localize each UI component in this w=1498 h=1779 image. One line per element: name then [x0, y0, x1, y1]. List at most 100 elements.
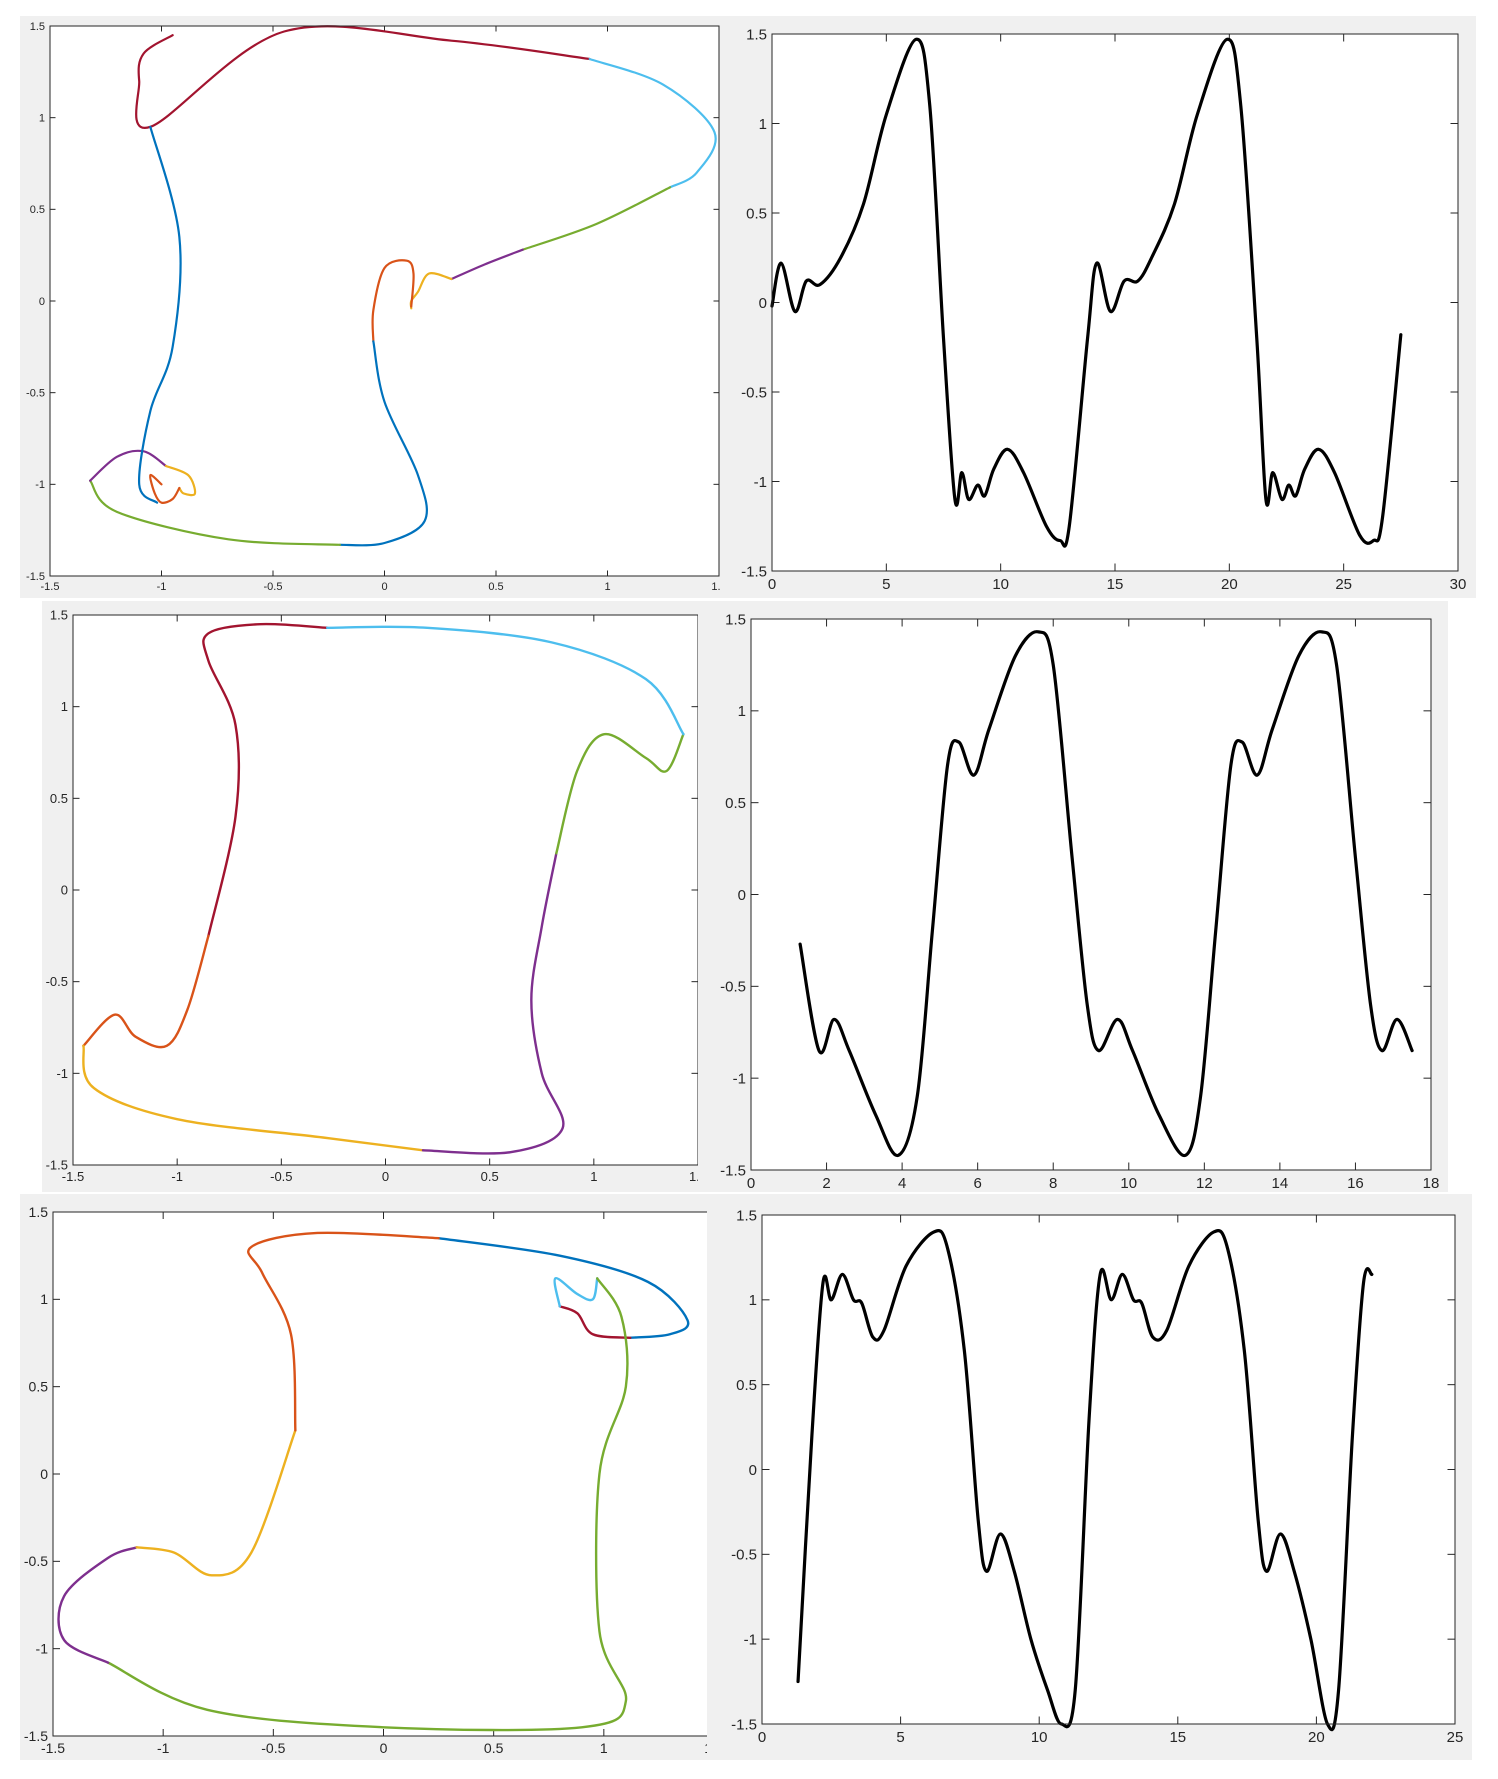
x-tick-label: -0.5: [261, 1740, 285, 1756]
series-line-1: [796, 1229, 1374, 1732]
y-tick-label: -1: [35, 479, 45, 491]
y-tick-label: 0.5: [746, 205, 767, 222]
axes-box: [771, 33, 1459, 572]
timeseries-plot-3: 0 5 10 15 20 25 -1.5 -1 -0.5 0 0.5 1 1.5: [731, 1207, 1464, 1746]
series-line-4: [106, 1277, 629, 1732]
y-tick-label: -1: [56, 1066, 68, 1081]
axes-box: [750, 618, 1432, 1171]
x-tick-label: -1.5: [41, 1740, 65, 1756]
series-line-8: [89, 479, 341, 546]
y-tick-label: -1.5: [720, 1162, 746, 1179]
y-tick-label: -1: [744, 1631, 757, 1648]
series-line-4: [450, 248, 524, 281]
x-tick-label: 15: [1107, 576, 1124, 593]
y-tick-label: 1: [40, 1291, 48, 1307]
y-tick-label: 0.5: [50, 791, 68, 806]
x-tick-label: 6: [973, 1175, 981, 1192]
phase-plot-1-panel: -1.5-1-0.500.511.5-1.5-1-0.500.511.5: [20, 16, 725, 598]
x-tick-label: 20: [1308, 1729, 1325, 1746]
y-tick-label: -1: [36, 1641, 49, 1657]
x-tick-label: 4: [898, 1175, 906, 1192]
y-tick-label: 0.5: [30, 204, 45, 216]
x-tick-label: 10: [992, 576, 1009, 593]
x-tick-label: -0.5: [270, 1169, 292, 1184]
timeseries-plot-2: 0 2 4 6 8 10 12 14 16 18 -1.5 -1 -0.5 0 0.5 1 1.5: [720, 611, 1440, 1192]
x-tick-label: 25: [1335, 576, 1352, 593]
series-line-11: [149, 473, 181, 504]
series-line-5: [555, 732, 685, 855]
series-line-1: [770, 37, 1403, 548]
y-tick-label: -0.5: [731, 1547, 757, 1564]
x-tick-label: 0.5: [488, 581, 503, 593]
x-tick-label: 0: [382, 1169, 389, 1184]
y-tick-label: 1.5: [50, 608, 68, 623]
series-line-5: [57, 1546, 138, 1664]
y-tick-label: -0.5: [46, 974, 68, 989]
x-tick-label: 1: [590, 1169, 597, 1184]
y-tick-label: 1.5: [736, 1207, 757, 1224]
series-line-6: [135, 1429, 297, 1577]
phase-plot-3: -1.5-1-0.500.511.5-1.5-1-0.500.511.5: [24, 1204, 721, 1756]
y-tick-label: 1.5: [29, 1204, 49, 1220]
y-tick-label: 0.5: [725, 795, 746, 812]
series-line-7: [338, 340, 428, 547]
x-tick-label: -1: [171, 1169, 183, 1184]
timeseries-plot-1: 0 5 10 15 20 25 30 -1.5 -1 -0.5 0 0.5 1 1.5: [741, 26, 1467, 593]
plot-area: [73, 615, 698, 1165]
y-tick-label: 0: [749, 1462, 757, 1479]
axes-box: [761, 1214, 1456, 1725]
x-tick-label: -1.5: [62, 1169, 84, 1184]
x-tick-label: 25: [1447, 1729, 1464, 1746]
y-tick-label: -0.5: [26, 388, 45, 400]
y-tick-label: -1.5: [24, 1728, 48, 1744]
series-line-6: [325, 625, 685, 736]
y-tick-label: 1: [61, 699, 68, 714]
series-line-3: [553, 1277, 599, 1308]
timeseries-plot-3-panel: 0 5 10 15 20 25 -1.5 -1 -0.5 0 0.5 1 1.5: [707, 1194, 1472, 1760]
y-tick-label: -1.5: [741, 563, 767, 580]
y-tick-label: 1: [738, 703, 746, 720]
y-tick-label: -1.5: [26, 571, 45, 583]
y-tick-label: -0.5: [24, 1553, 48, 1569]
y-tick-label: -0.5: [741, 384, 767, 401]
x-tick-label: -1: [157, 581, 167, 593]
x-tick-label: 30: [1450, 576, 1467, 593]
series-line-2: [558, 1305, 632, 1339]
series-line-1: [202, 622, 329, 938]
y-tick-label: -1: [754, 474, 767, 491]
series-line-9: [89, 449, 168, 482]
x-tick-label: -0.5: [264, 581, 283, 593]
y-tick-label: 0.5: [29, 1379, 49, 1395]
y-tick-label: 0: [39, 296, 45, 308]
x-tick-label: 10: [1031, 1729, 1048, 1746]
x-tick-label: 5: [882, 576, 890, 593]
x-tick-label: 18: [1423, 1175, 1440, 1192]
y-tick-label: 0.5: [736, 1377, 757, 1394]
timeseries-plot-1-panel: 0 5 10 15 20 25 30 -1.5 -1 -0.5 0 0.5 1 1.5: [720, 16, 1476, 598]
x-tick-label: 8: [1049, 1175, 1057, 1192]
series-line-2: [82, 934, 210, 1049]
series-line-10: [164, 464, 197, 497]
x-tick-label: 0: [758, 1729, 766, 1746]
series-line-3: [82, 1044, 425, 1152]
y-tick-label: -0.5: [720, 979, 746, 996]
y-tick-label: 1: [749, 1292, 757, 1309]
phase-plot-2: -1.5-1-0.500.511.5-1.5-1-0.500.511.5: [46, 608, 707, 1184]
plot-area: [53, 1212, 714, 1736]
plot-area: [751, 619, 1431, 1170]
series-line-1: [437, 1237, 690, 1339]
x-tick-label: 20: [1221, 576, 1238, 593]
y-tick-label: 1.5: [725, 611, 746, 628]
series-line-1: [798, 630, 1414, 1157]
phase-plot-2-panel: -1.5-1-0.500.511.5-1.5-1-0.500.511.5: [42, 601, 707, 1192]
axes-box: [49, 25, 720, 577]
plot-area: [762, 1215, 1455, 1724]
x-tick-label: 0: [747, 1175, 755, 1192]
y-tick-label: 0: [40, 1466, 48, 1482]
x-tick-label: 14: [1272, 1175, 1289, 1192]
series-line-12: [138, 125, 182, 504]
x-tick-label: -1: [157, 1740, 170, 1756]
x-tick-label: 0: [381, 581, 387, 593]
x-tick-label: 2: [822, 1175, 830, 1192]
y-tick-label: -1.5: [46, 1158, 68, 1173]
